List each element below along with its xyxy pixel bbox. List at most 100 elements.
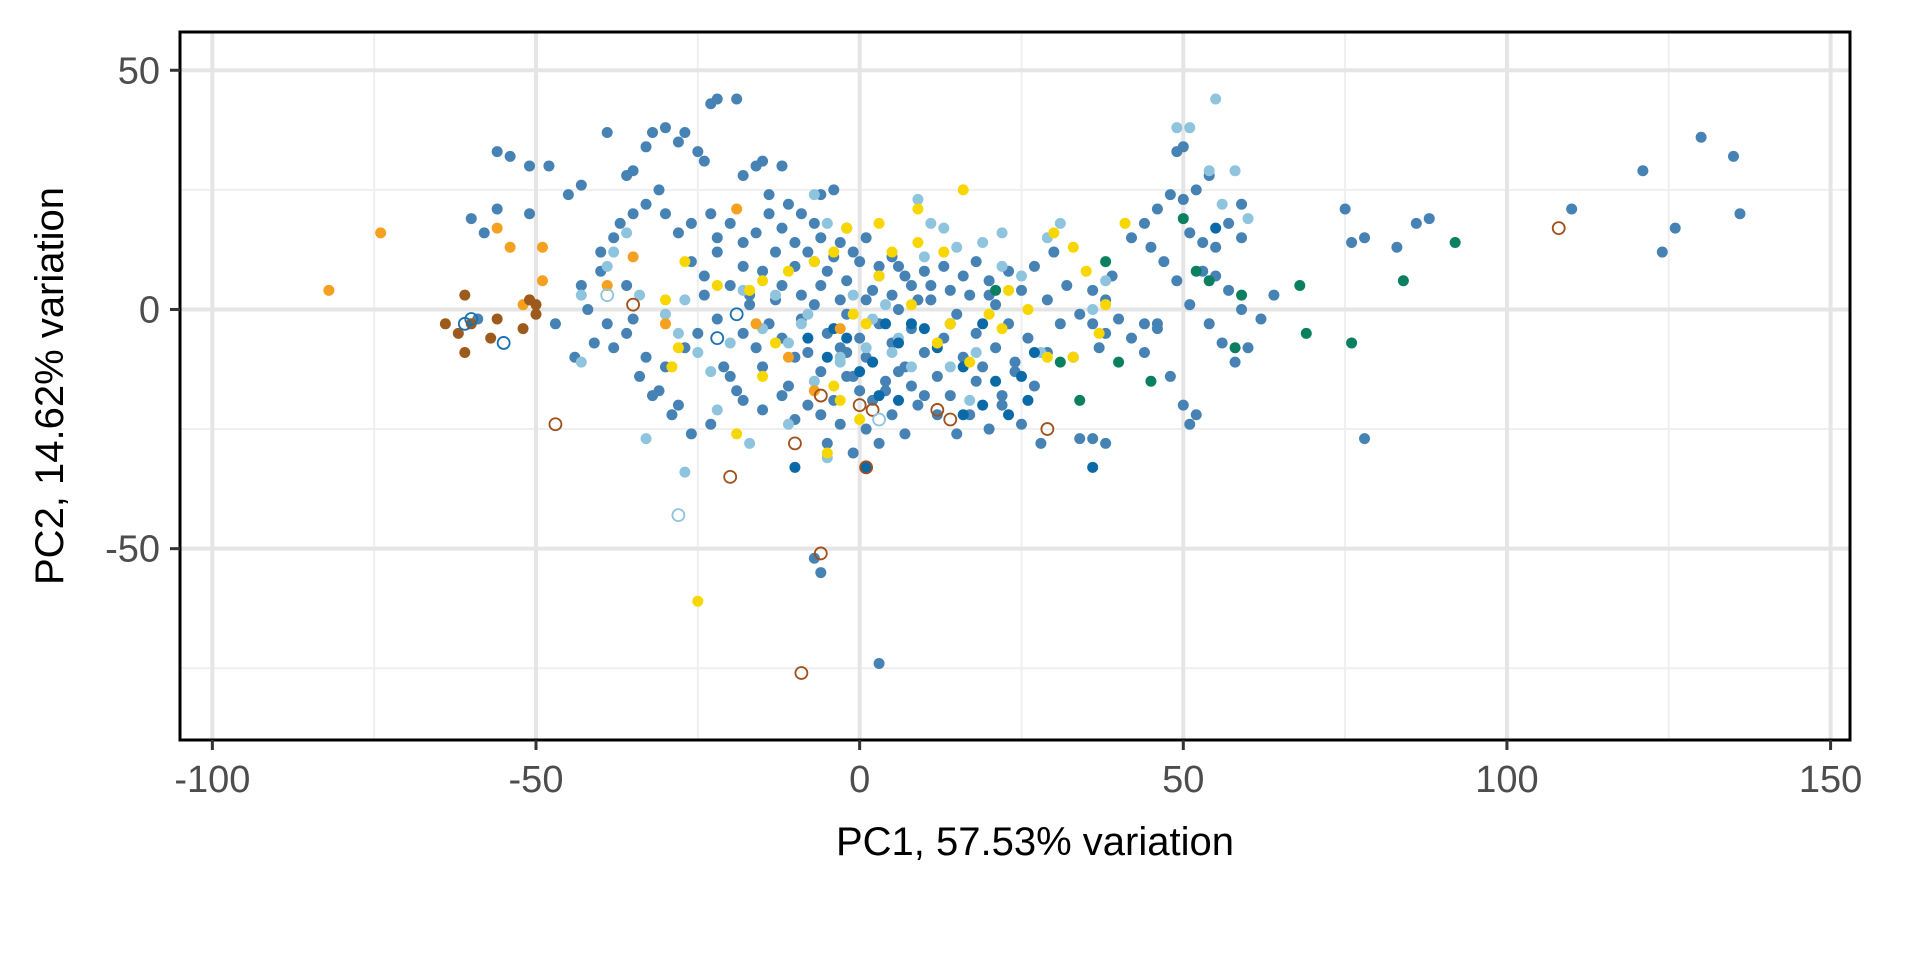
data-point: [880, 299, 892, 311]
data-point: [931, 337, 943, 349]
data-point: [1210, 241, 1222, 253]
data-point: [1158, 256, 1170, 268]
data-point: [1410, 217, 1422, 229]
data-point: [964, 394, 976, 406]
data-point: [634, 289, 646, 301]
data-point: [1346, 236, 1358, 248]
data-point: [776, 390, 788, 402]
data-point: [1145, 375, 1157, 387]
data-point: [892, 394, 904, 406]
data-point: [815, 280, 827, 292]
data-point: [543, 160, 555, 172]
data-point: [795, 208, 807, 220]
data-point: [1637, 165, 1649, 177]
data-point: [323, 284, 335, 296]
data-point: [548, 417, 563, 432]
data-point: [731, 385, 743, 397]
data-point: [808, 552, 820, 564]
data-point: [562, 189, 574, 201]
data-point: [588, 337, 600, 349]
data-point: [659, 294, 671, 306]
data-point: [1041, 294, 1053, 306]
data-point: [711, 93, 723, 105]
data-point: [1177, 399, 1189, 411]
data-point: [491, 203, 503, 215]
data-point: [996, 260, 1008, 272]
data-point: [659, 318, 671, 330]
data-point: [996, 227, 1008, 239]
data-point: [1566, 203, 1578, 215]
data-point: [847, 447, 859, 459]
data-point: [698, 289, 710, 301]
data-point: [854, 256, 866, 268]
data-point: [1242, 342, 1254, 354]
data-point: [918, 347, 930, 359]
data-point: [685, 217, 697, 229]
data-point: [575, 179, 587, 191]
data-point: [815, 567, 827, 579]
data-point: [1015, 284, 1027, 296]
data-point: [938, 222, 950, 234]
data-point: [990, 284, 1002, 296]
data-point: [692, 146, 704, 158]
data-point: [718, 361, 730, 373]
data-point: [1048, 246, 1060, 258]
data-point: [925, 280, 937, 292]
data-point: [925, 217, 937, 229]
data-point: [886, 347, 898, 359]
data-point: [873, 437, 885, 449]
data-point: [464, 312, 479, 326]
data-point: [478, 227, 490, 239]
data-point: [860, 318, 872, 330]
data-point: [465, 213, 477, 225]
data-point: [1145, 241, 1157, 253]
data-point: [789, 461, 801, 473]
data-point: [1339, 203, 1351, 215]
data-point: [802, 308, 814, 320]
x-tick-label: 150: [1799, 759, 1862, 801]
data-point: [711, 313, 723, 325]
data-point: [795, 318, 807, 330]
data-point: [705, 366, 717, 378]
data-point: [1087, 303, 1099, 315]
data-point: [685, 428, 697, 440]
data-point: [802, 332, 814, 344]
data-point: [1093, 327, 1105, 339]
data-point: [524, 294, 536, 306]
data-point: [1300, 327, 1312, 339]
data-point: [834, 323, 846, 335]
y-tick-label: 50: [118, 50, 160, 92]
data-point: [1203, 165, 1215, 177]
data-point: [1100, 299, 1112, 311]
data-point: [1093, 342, 1105, 354]
data-point: [782, 337, 794, 349]
data-point: [964, 289, 976, 301]
data-point: [918, 323, 930, 335]
data-point: [731, 428, 743, 440]
data-point: [834, 236, 846, 248]
data-point: [1126, 232, 1138, 244]
data-point: [782, 351, 794, 363]
data-point: [491, 222, 503, 234]
data-point: [1061, 280, 1073, 292]
data-point: [912, 193, 924, 205]
data-point: [996, 323, 1008, 335]
data-point: [723, 469, 738, 484]
x-tick-label: -100: [174, 759, 250, 801]
data-point: [815, 232, 827, 244]
data-point: [1003, 409, 1015, 421]
data-point: [1223, 284, 1235, 296]
x-tick-label: 0: [849, 759, 870, 801]
data-point: [872, 412, 886, 427]
data-point: [813, 546, 828, 561]
data-point: [867, 284, 879, 296]
data-point: [757, 370, 769, 382]
data-point: [666, 361, 678, 373]
data-point: [854, 366, 866, 378]
data-point: [1138, 217, 1150, 229]
data-point: [724, 217, 736, 229]
data-point: [750, 318, 762, 330]
data-point: [828, 246, 840, 258]
data-point: [802, 347, 814, 359]
